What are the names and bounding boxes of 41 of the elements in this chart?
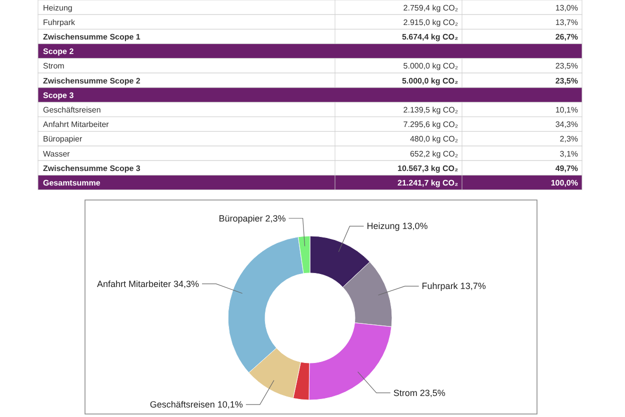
text: 5.000,0 kg CO₂ <box>403 62 458 71</box>
text: Wasser <box>43 149 70 158</box>
text: 3,1% <box>560 149 578 158</box>
text: 652,2 kg CO₂ <box>410 149 458 158</box>
slice-label: Fuhrpark 13,7% <box>422 281 486 292</box>
text: 2,3% <box>560 134 578 144</box>
text: 2.915,0 kg CO₂ <box>403 18 458 27</box>
slice-label: Büropapier 2,3% <box>218 213 286 224</box>
text: Scope 3 <box>43 90 74 100</box>
text: 2.139,5 kg CO₂ <box>403 106 458 114</box>
slice-label: Heizung 13,0% <box>366 221 428 232</box>
text: 7.295,6 kg CO₂ <box>403 120 458 130</box>
text: 21.241,7 kg CO₂ <box>398 178 458 188</box>
text: 480,0 kg CO₂ <box>410 134 458 144</box>
text: Büropapier <box>43 134 82 144</box>
text: Geschäftsreisen <box>43 106 101 114</box>
text: Zwischensumme Scope 3 <box>43 164 141 173</box>
text: Fuhrpark <box>43 18 76 27</box>
text: Strom <box>43 62 65 71</box>
text: Heizung <box>43 3 72 12</box>
text: 100,0% <box>550 178 578 188</box>
text: Zwischensumme Scope 1 <box>43 32 141 42</box>
text: Anfahrt Mitarbeiter <box>43 120 110 130</box>
text: 49,7% <box>555 164 578 173</box>
text: 10,1% <box>555 106 578 114</box>
text: Gesamtsumme <box>43 178 101 188</box>
text: 5.674,4 kg CO₂ <box>402 32 458 42</box>
text: Zwischensumme Scope 2 <box>43 76 141 86</box>
text: 23,5% <box>555 62 578 71</box>
slice-label: Anfahrt Mitarbeiter 34,3% <box>96 278 200 289</box>
text: 13,0% <box>555 3 578 12</box>
text: 23,5% <box>555 76 578 86</box>
slice-label: Geschäftsreisen 10,1% <box>150 400 243 410</box>
text: 34,3% <box>555 120 578 130</box>
slice-label: Strom 23,5% <box>393 388 446 398</box>
text: 2.759,4 kg CO₂ <box>403 3 458 12</box>
text: 5.000,0 kg CO₂ <box>402 76 458 86</box>
text: 26,7% <box>555 32 578 42</box>
text: 10.567,3 kg CO₂ <box>398 164 458 173</box>
text: Scope 2 <box>43 47 74 56</box>
text: 13,7% <box>555 18 578 27</box>
